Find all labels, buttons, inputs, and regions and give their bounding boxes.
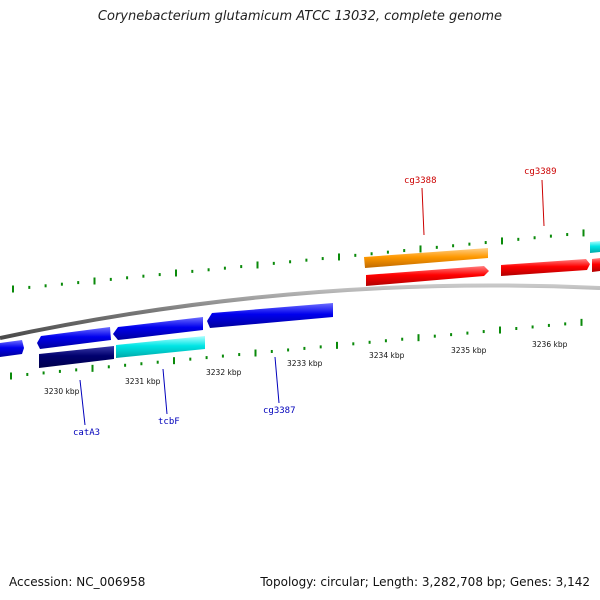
feature-cg3387[interactable]	[207, 303, 333, 328]
scale-label: 3232 kbp	[206, 368, 242, 377]
scale-label: 3235 kbp	[451, 346, 487, 355]
feature-tcbF[interactable]	[116, 336, 205, 358]
scale-label: 3234 kbp	[369, 351, 405, 360]
feature-left-edge[interactable]	[0, 340, 24, 357]
gene-leader-line	[541, 179, 545, 227]
gene-label-cg3389[interactable]: cg3389	[524, 167, 557, 177]
feature-cg3388-orange[interactable]	[364, 248, 488, 268]
gene-label-catA3[interactable]: catA3	[73, 428, 100, 438]
feature-blue-2[interactable]	[113, 317, 203, 340]
genome-summary-text: Topology: circular; Length: 3,282,708 bp…	[260, 575, 590, 589]
gene-label-cg3387[interactable]: cg3387	[263, 406, 296, 416]
scale-ticks	[10, 229, 585, 380]
scale-label: 3233 kbp	[287, 359, 323, 368]
feature-cg3390-red[interactable]	[592, 258, 600, 272]
gene-leader-line	[274, 356, 280, 404]
gene-label-cg3388[interactable]: cg3388	[404, 176, 437, 186]
scale-label: 3230 kbp	[44, 387, 80, 396]
gene-label-tcbF[interactable]: tcbF	[158, 417, 180, 427]
feature-blue-1[interactable]	[37, 327, 111, 349]
feature-catA3[interactable]	[39, 346, 114, 368]
accession-text: Accession: NC_006958	[9, 575, 146, 589]
gene-leader-line	[79, 379, 86, 426]
genome-backbone	[0, 283, 600, 340]
feature-cg3389[interactable]	[501, 259, 590, 276]
gene-leader-line	[421, 187, 425, 236]
feature-cg3390-cyan[interactable]	[590, 241, 600, 253]
map-title: Corynebacterium glutamicum ATCC 13032, c…	[97, 9, 503, 24]
gene-leader-line	[162, 368, 168, 415]
scale-label: 3236 kbp	[532, 340, 568, 349]
feature-cg3388-red[interactable]	[366, 266, 489, 286]
scale-label: 3231 kbp	[125, 377, 161, 386]
